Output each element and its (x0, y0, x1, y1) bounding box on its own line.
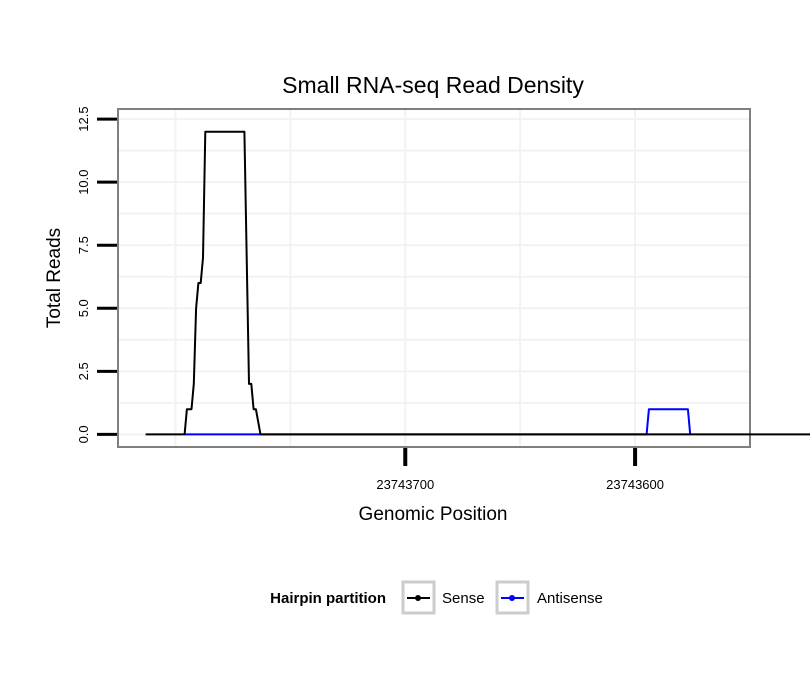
series-line-antisense (184, 408, 692, 436)
series-layer (145, 130, 810, 436)
y-axis-title: Total Reads (44, 228, 65, 328)
legend-title: Hairpin partition (270, 590, 386, 607)
legend-swatch-sense-point (415, 595, 421, 601)
chart-title: Small RNA-seq Read Density (282, 72, 584, 98)
y-axis: 0.0 2.5 5.0 7.5 10.0 12.5 (76, 106, 117, 443)
y-tick-label: 0.0 (76, 425, 91, 443)
plot-frame (117, 108, 751, 448)
legend-label-antisense: Antisense (537, 590, 603, 607)
legend: Hairpin partition Sense Antisense (270, 580, 603, 615)
series-line-sense (145, 130, 810, 436)
y-tick-label: 2.5 (76, 362, 91, 380)
x-axis: 23743700 23743600 (376, 448, 664, 492)
y-tick-label: 7.5 (76, 236, 91, 254)
legend-swatch-antisense-point (509, 595, 515, 601)
x-tick-label: 23743700 (376, 477, 434, 492)
legend-label-sense: Sense (442, 590, 485, 607)
x-axis-title: Genomic Position (359, 504, 508, 525)
y-tick-label: 12.5 (76, 106, 91, 131)
y-tick-label: 5.0 (76, 299, 91, 317)
grid-lines (118, 109, 751, 447)
y-tick-label: 10.0 (76, 169, 91, 194)
x-tick-label: 23743600 (606, 477, 664, 492)
